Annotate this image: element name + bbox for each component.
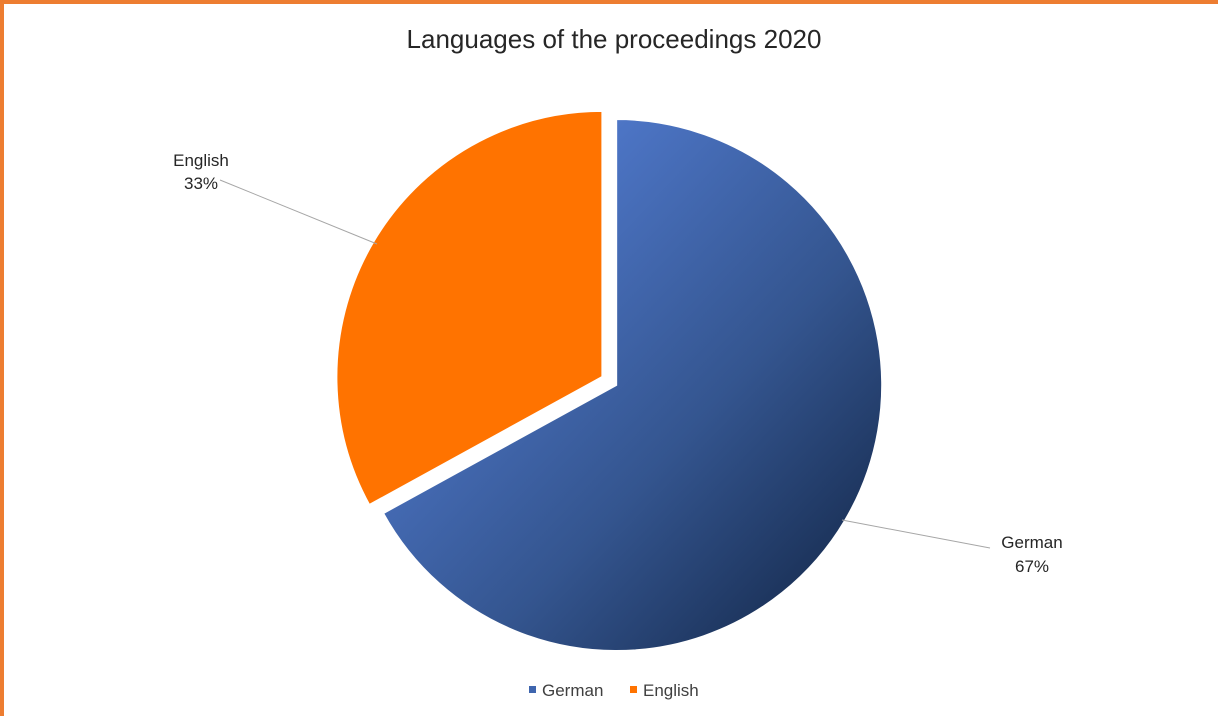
legend-swatch-english xyxy=(630,686,637,693)
german-leader-line xyxy=(841,519,991,549)
chart-title: Languages of the proceedings 2020 xyxy=(407,24,822,54)
data-label-english-name: English xyxy=(173,151,229,170)
data-label-german-name: German xyxy=(1001,533,1062,552)
pie-slice-english xyxy=(335,109,604,507)
legend-label-german: German xyxy=(542,681,603,700)
legend-swatch-german xyxy=(529,686,536,693)
english-leader-line xyxy=(219,179,378,245)
data-label-german-value: 67% xyxy=(1015,557,1049,576)
data-label-english-value: 33% xyxy=(184,174,218,193)
legend: German English xyxy=(529,681,699,700)
pie-slices xyxy=(335,109,884,653)
legend-label-english: English xyxy=(643,681,699,700)
